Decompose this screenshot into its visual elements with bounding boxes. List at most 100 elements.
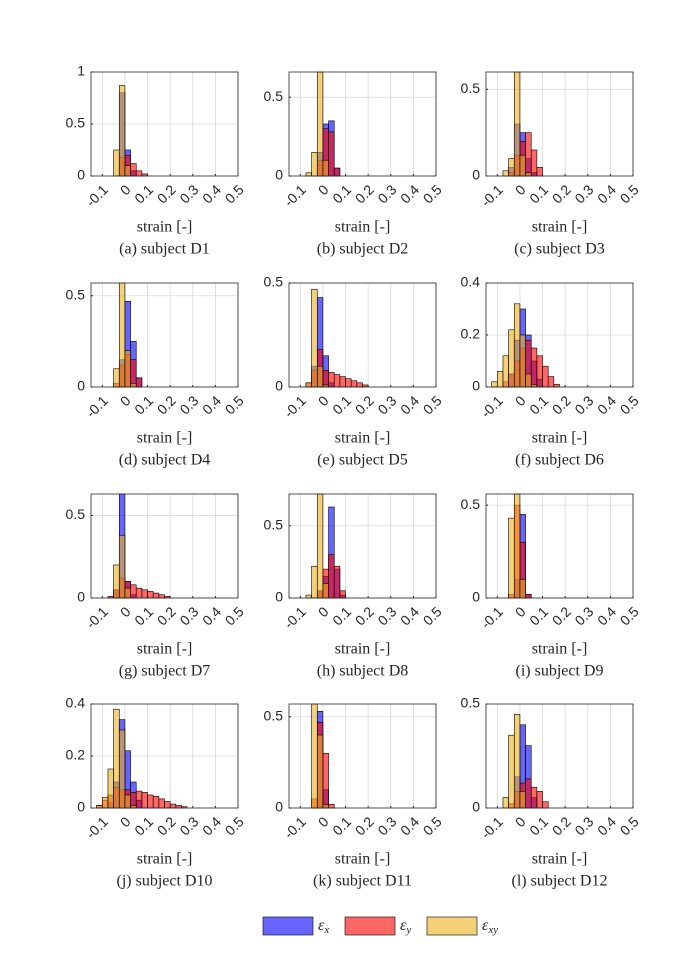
legend-label: εxy: [482, 917, 498, 936]
y-tick-label: 0.5: [264, 88, 284, 104]
axes-box: [485, 71, 634, 177]
x-tick-label: -0.1: [478, 603, 507, 632]
histogram-bar: [345, 378, 352, 388]
x-tick-label: -0.1: [281, 181, 310, 210]
axes-box: [485, 703, 634, 809]
histogram-bar: [147, 794, 154, 809]
histogram-bar: [328, 372, 335, 388]
histogram-bar: [519, 791, 526, 809]
y-tick-label: 0: [472, 799, 480, 815]
histogram-bar: [124, 350, 131, 388]
histogram-bar: [141, 792, 148, 809]
caption: (l) subject D12: [512, 873, 608, 890]
histogram-bar: [311, 152, 318, 177]
histogram-bar: [491, 381, 498, 388]
histogram-bar: [152, 795, 160, 809]
legend-swatch: [426, 916, 478, 936]
caption: (d) subject D4: [119, 452, 211, 469]
legend-symbol: ε: [400, 917, 407, 934]
x-tick-label: 0.1: [131, 392, 156, 417]
x-tick-label: 0.4: [594, 181, 619, 206]
x-tick-label: 0.1: [329, 813, 354, 838]
y-tick-label: 0: [472, 378, 480, 394]
x-axis-label: strain [-]: [137, 219, 193, 236]
x-tick-label: 0.2: [154, 181, 179, 206]
histogram-bar: [305, 382, 312, 388]
histogram-bar: [124, 587, 131, 599]
y-tick-label: 0: [472, 589, 480, 605]
x-tick-label: 0.1: [329, 181, 354, 206]
y-tick-label: 0.5: [66, 115, 86, 131]
histogram-bar: [513, 71, 521, 177]
x-tick-label: 0.4: [594, 392, 619, 417]
x-axis-label: strain [-]: [532, 219, 588, 236]
x-axis-label: strain [-]: [335, 851, 391, 868]
histogram-bar: [513, 493, 521, 599]
x-tick-label: 0.2: [154, 392, 179, 417]
x-tick-label: 0.1: [329, 392, 354, 417]
x-tick-label: 0.2: [352, 603, 377, 628]
histogram-bar: [502, 170, 509, 177]
y-tick-label: 0: [77, 589, 85, 605]
histogram-bar: [305, 594, 312, 599]
histogram-bar: [118, 534, 126, 599]
x-tick-label: -0.1: [281, 813, 310, 842]
histogram-bar: [118, 729, 126, 809]
histogram-bar: [316, 365, 324, 388]
histogram-bar: [339, 590, 346, 599]
x-tick-label: 0.2: [549, 392, 574, 417]
x-tick-label: 0.4: [594, 813, 619, 838]
x-axis-label: strain [-]: [335, 219, 391, 236]
histogram-bar: [130, 584, 137, 599]
x-tick-label: -0.1: [478, 392, 507, 421]
y-tick-label: 0.2: [461, 326, 481, 342]
axes-box: [288, 703, 437, 809]
x-tick-label: 0.2: [549, 603, 574, 628]
histogram-bar: [328, 804, 335, 809]
y-tick-label: 0: [77, 378, 85, 394]
x-tick-label: 0.5: [222, 603, 247, 628]
y-tick-label: 0.5: [264, 274, 284, 290]
histogram-bar: [542, 801, 549, 809]
x-tick-label: 0.4: [199, 181, 224, 206]
histogram-bar: [502, 355, 509, 388]
histogram-bar: [311, 565, 318, 599]
x-tick-label: -0.1: [83, 603, 112, 632]
histogram-bar: [124, 165, 131, 177]
legend-subscript: x: [323, 924, 329, 936]
histogram-bar: [130, 359, 137, 388]
histogram-bar: [508, 517, 515, 599]
plot-area: [289, 283, 436, 387]
axes-box: [288, 282, 437, 388]
histogram-bar: [113, 368, 120, 388]
legend-symbol: ε: [318, 917, 325, 934]
histogram-bar: [316, 493, 324, 599]
histogram-bar: [333, 374, 341, 388]
histogram-bar: [169, 803, 177, 809]
y-tick-label: 0: [275, 799, 283, 815]
axes-box: [485, 282, 634, 388]
x-tick-label: -0.1: [281, 392, 310, 421]
histogram-bar: [316, 734, 324, 809]
y-tick-label: 0.4: [461, 274, 481, 290]
plot-area: [91, 283, 238, 387]
caption: (k) subject D11: [313, 873, 412, 890]
x-axis-label: strain [-]: [532, 641, 588, 658]
histogram-bar: [547, 376, 555, 388]
x-tick-label: 0.4: [397, 181, 422, 206]
x-tick-label: 0.1: [526, 603, 551, 628]
histogram-bar: [113, 564, 120, 599]
x-axis-label: strain [-]: [137, 430, 193, 447]
x-tick-label: -0.1: [478, 181, 507, 210]
x-tick-label: 0.1: [329, 603, 354, 628]
x-tick-label: 0.3: [374, 603, 399, 628]
x-tick-label: 0.5: [617, 603, 642, 628]
y-tick-label: 0.5: [66, 506, 86, 522]
x-tick-label: 0.3: [176, 603, 201, 628]
histogram-bar: [316, 71, 324, 177]
legend-label: εx: [318, 917, 329, 936]
